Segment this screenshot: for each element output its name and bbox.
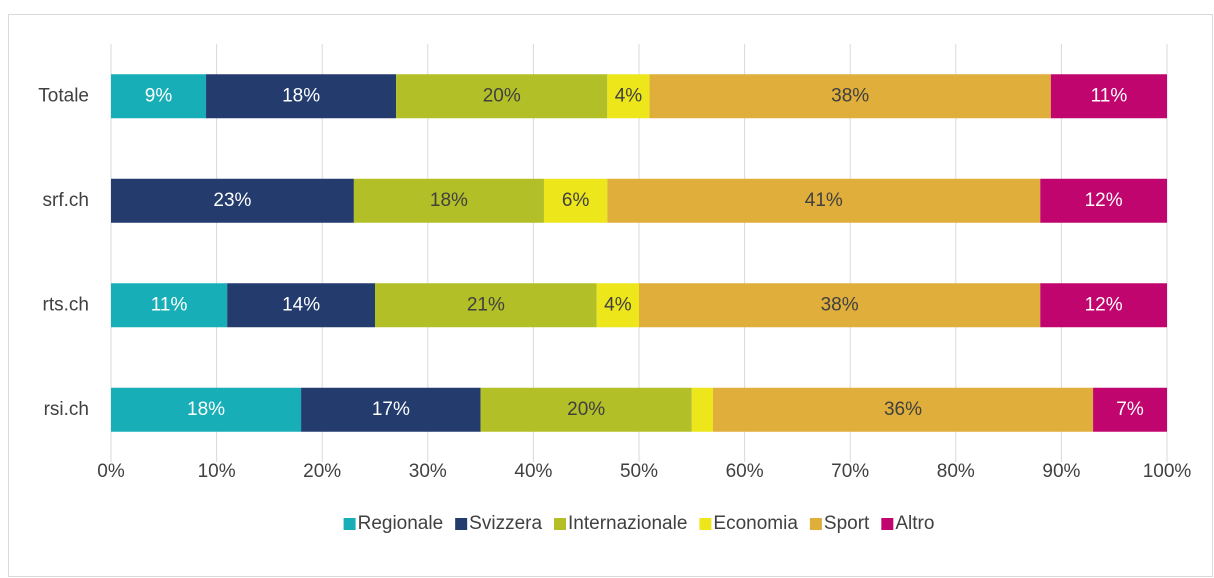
bar-segment — [1093, 387, 1167, 432]
legend-swatch — [809, 518, 822, 530]
bar-segment — [375, 283, 597, 328]
data-label: 6% — [562, 190, 590, 211]
x-tick-label: 80% — [937, 461, 975, 482]
legend-label: Economia — [713, 513, 798, 534]
y-tick-label: rts.ch — [43, 294, 89, 315]
data-label: 12% — [1085, 190, 1123, 211]
data-label: 4% — [604, 294, 632, 315]
y-tick-label: rsi.ch — [44, 399, 89, 420]
data-label: 18% — [430, 190, 468, 211]
bar-segment — [480, 387, 692, 432]
legend-label: Internazionale — [568, 513, 687, 534]
bar-segment — [206, 74, 397, 119]
data-label: 9% — [145, 85, 173, 106]
bar-segment — [1050, 74, 1167, 119]
x-tick-label: 90% — [1042, 461, 1080, 482]
bar-segment — [596, 283, 639, 328]
data-label: 38% — [831, 85, 869, 106]
x-tick-label: 40% — [514, 461, 552, 482]
legend-swatch — [554, 518, 567, 530]
bar-segment — [111, 74, 207, 119]
legend-swatch — [455, 518, 468, 530]
data-label: 12% — [1085, 294, 1123, 315]
legend-swatch — [699, 518, 712, 530]
legend-label: Regionale — [358, 513, 444, 534]
x-tick-label: 50% — [620, 461, 658, 482]
bar-segment — [111, 178, 354, 223]
bar-segment — [396, 74, 608, 119]
data-label: 4% — [615, 85, 643, 106]
bar-segment — [111, 387, 302, 432]
data-label: 36% — [884, 399, 922, 420]
legend-swatch — [881, 518, 894, 530]
data-label: 18% — [187, 399, 225, 420]
y-tick-label: Totale — [38, 85, 89, 106]
bar-segment — [1040, 283, 1167, 328]
data-label: 17% — [372, 399, 410, 420]
bar-segment — [111, 283, 228, 328]
legend-label: Altro — [895, 513, 934, 534]
x-tick-label: 30% — [409, 461, 447, 482]
data-label: 11% — [1091, 85, 1128, 106]
data-label: 21% — [467, 294, 505, 315]
bar-segment — [301, 387, 481, 432]
data-label: 18% — [282, 85, 320, 106]
bar-segment — [639, 283, 1041, 328]
bar-segment — [227, 283, 375, 328]
bar-segment — [691, 387, 713, 432]
x-tick-label: 70% — [831, 461, 869, 482]
x-tick-label: 0% — [97, 461, 125, 482]
bar-segment — [649, 74, 1051, 119]
data-label: 20% — [483, 85, 521, 106]
bar-segment — [712, 387, 1094, 432]
x-tick-label: 60% — [726, 461, 764, 482]
data-label: 38% — [821, 294, 859, 315]
data-label: 20% — [567, 399, 605, 420]
data-label: 41% — [805, 190, 843, 211]
y-tick-label: srf.ch — [43, 190, 89, 211]
bar-segment — [353, 178, 544, 223]
legend-label: Sport — [824, 513, 870, 534]
x-tick-label: 20% — [303, 461, 341, 482]
bar-segment — [543, 178, 608, 223]
legend-label: Svizzera — [469, 513, 542, 534]
x-tick-label: 10% — [198, 461, 236, 482]
bar-segment — [607, 74, 650, 119]
x-tick-label: 100% — [1143, 461, 1192, 482]
legend-swatch — [343, 518, 356, 530]
bar-segment — [607, 178, 1041, 223]
bar-segment — [1040, 178, 1167, 223]
data-label: 23% — [213, 190, 251, 211]
data-label: 11% — [151, 294, 188, 315]
data-label: 14% — [282, 294, 320, 315]
data-label: 7% — [1116, 399, 1144, 420]
